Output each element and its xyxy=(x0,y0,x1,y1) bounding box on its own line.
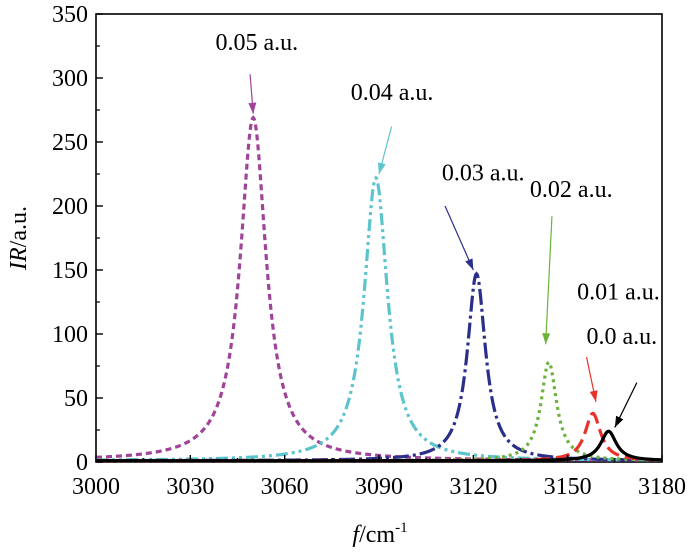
annotation-arrow-line xyxy=(545,216,553,345)
x-axis-title: f/cm-1 xyxy=(352,520,407,548)
x-tick-label: 3090 xyxy=(355,474,403,500)
y-tick-label: 0 xyxy=(76,450,88,476)
y-tick-label: 100 xyxy=(52,322,88,348)
series-line xyxy=(96,360,663,463)
annotation-arrowhead xyxy=(589,390,598,402)
x-tick-label: 3060 xyxy=(261,474,309,500)
y-tick-label: 250 xyxy=(52,130,88,156)
annotation-label: 0.05 a.u. xyxy=(215,30,298,56)
y-tick-label: 350 xyxy=(52,2,88,28)
y-tick-label: 200 xyxy=(52,194,88,220)
series-line xyxy=(96,411,663,463)
y-tick-label: 150 xyxy=(52,258,88,284)
y-axis-title: IR/a.u. xyxy=(6,206,32,271)
annotation-label: 0.04 a.u. xyxy=(351,80,434,106)
annotations-group: 0.05 a.u. 0.04 a.u. 0.03 a.u.0.02 a.u. 0.01… xyxy=(215,30,660,428)
annotation-arrow-line xyxy=(444,205,474,271)
x-tick-label: 3180 xyxy=(638,474,686,500)
annotation-label: 0.02 a.u. xyxy=(530,177,613,203)
annotation-arrowhead xyxy=(248,102,257,114)
y-tick-label: 300 xyxy=(52,66,88,92)
annotation-label: 0.01 a.u. xyxy=(577,279,660,305)
annotation-arrowhead xyxy=(542,333,551,345)
annotation-arrowhead xyxy=(465,258,474,270)
x-tick-label: 3030 xyxy=(166,474,214,500)
ticks-group: 3000 3030 3060 3090 3120 3150 3180 0 50 100 150 200… xyxy=(52,2,686,500)
x-tick-label: 3150 xyxy=(544,474,592,500)
annotation-label: 0.0 a.u. xyxy=(587,324,658,350)
annotation-label: 0.03 a.u. xyxy=(442,160,525,186)
series-line xyxy=(95,175,662,462)
annotation-arrowhead xyxy=(614,415,624,428)
y-tick-label: 50 xyxy=(64,386,88,412)
x-tick-label: 3120 xyxy=(449,474,497,500)
x-tick-label: 3000 xyxy=(72,474,120,500)
annotation-arrowhead xyxy=(377,162,386,174)
